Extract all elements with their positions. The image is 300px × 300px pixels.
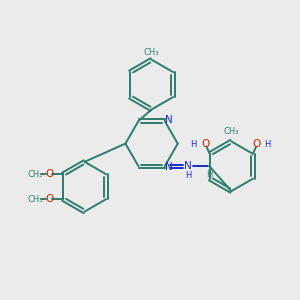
Text: H: H [207,170,213,179]
Text: N: N [184,161,191,171]
Text: O: O [45,169,53,179]
Text: H: H [190,140,197,149]
Text: O: O [45,194,53,204]
Text: CH₃: CH₃ [224,127,239,136]
Text: CH₃: CH₃ [28,195,43,204]
Text: N: N [165,115,173,125]
Text: O: O [202,139,210,149]
Text: H: H [264,140,270,149]
Text: H: H [185,171,191,180]
Text: O: O [253,139,261,149]
Text: N: N [165,162,173,172]
Text: CH₃: CH₃ [144,48,159,57]
Text: CH₃: CH₃ [28,170,43,179]
